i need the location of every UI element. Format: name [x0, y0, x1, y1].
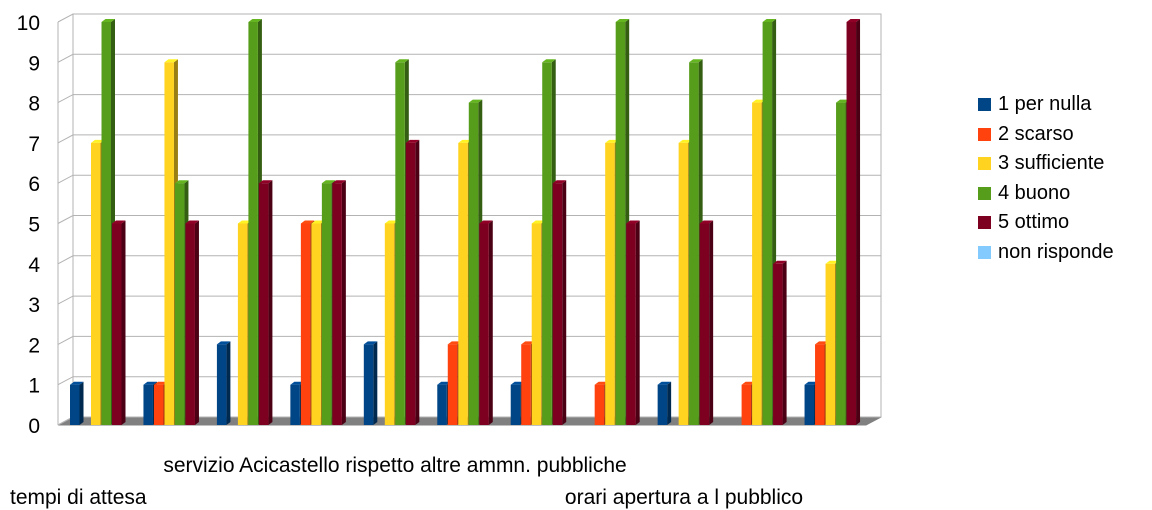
legend-label: 5 ottimo — [998, 211, 1070, 234]
y-tick-label: 9 — [28, 52, 40, 75]
legend-swatch — [978, 127, 991, 141]
y-tick-label: 3 — [28, 294, 40, 317]
bar-5-ottimo-1 — [112, 220, 126, 425]
bar-chart: 0 1 2 3 4 5 6 7 8 9 10 servizio Acicastello rispet… — [10, 12, 882, 509]
legend-item: 2 scarso — [978, 120, 1114, 150]
bar-5-ottimo-3 — [258, 180, 273, 425]
bar-5-ottimo-10 — [773, 260, 787, 425]
y-tick-label: 10 — [17, 12, 40, 35]
bar-5-ottimo-6 — [479, 220, 493, 425]
y-tick-label: 4 — [28, 254, 40, 277]
legend-label: 3 sufficiente — [998, 152, 1105, 175]
legend-item: 3 sufficiente — [978, 149, 1114, 179]
bar-5-ottimo-8 — [626, 220, 640, 425]
legend-swatch — [978, 98, 991, 112]
y-tick-label: 7 — [28, 133, 40, 156]
legend: 1 per nulla 2 scarso 3 sufficiente 4 buono 5… — [978, 90, 1114, 267]
legend-label: 4 buono — [998, 181, 1071, 204]
bar-5-ottimo-2 — [185, 220, 199, 425]
gridline — [57, 134, 881, 144]
legend-item: 5 ottimo — [978, 208, 1114, 238]
y-tick-label: 6 — [28, 173, 40, 196]
legend-swatch — [978, 186, 991, 200]
bar-1-per-nulla-3 — [216, 341, 231, 425]
legend-swatch — [978, 157, 991, 171]
category-label-tempi: tempi di attesa — [10, 486, 147, 509]
legend-label: non risponde — [998, 240, 1114, 263]
y-tick-label: 5 — [28, 214, 40, 237]
y-tick-label: 8 — [28, 93, 40, 116]
category-label-orari: orari apertura a l pubblico — [565, 486, 803, 509]
bar-1-per-nulla-9 — [657, 381, 672, 425]
bar-5-ottimo-9 — [699, 220, 714, 425]
bar-1-per-nulla-1 — [70, 381, 84, 425]
gridline — [57, 53, 881, 63]
legend-swatch — [978, 245, 991, 259]
bar-5-ottimo-7 — [552, 180, 567, 425]
legend-item: 1 per nulla — [978, 90, 1114, 120]
legend-item: non risponde — [978, 238, 1114, 268]
gridline — [57, 13, 881, 23]
gridline — [57, 94, 881, 104]
legend-label: 1 per nulla — [998, 93, 1092, 116]
bar-1-per-nulla-5 — [363, 341, 378, 425]
category-label-servizio: servizio Acicastello rispetto altre ammn… — [163, 454, 626, 477]
y-tick-label: 0 — [28, 415, 40, 438]
bar-5-ottimo-11 — [846, 19, 861, 425]
legend-swatch — [978, 216, 991, 230]
bar-5-ottimo-4 — [332, 180, 346, 425]
bar-5-ottimo-5 — [405, 139, 420, 425]
y-tick-label: 1 — [28, 375, 40, 398]
legend-item: 4 buono — [978, 179, 1114, 209]
legend-label: 2 scarso — [998, 122, 1074, 145]
y-axis: 0 1 2 3 4 5 6 7 8 9 10 — [17, 12, 41, 438]
bars — [70, 19, 861, 426]
y-tick-label: 2 — [28, 334, 40, 357]
